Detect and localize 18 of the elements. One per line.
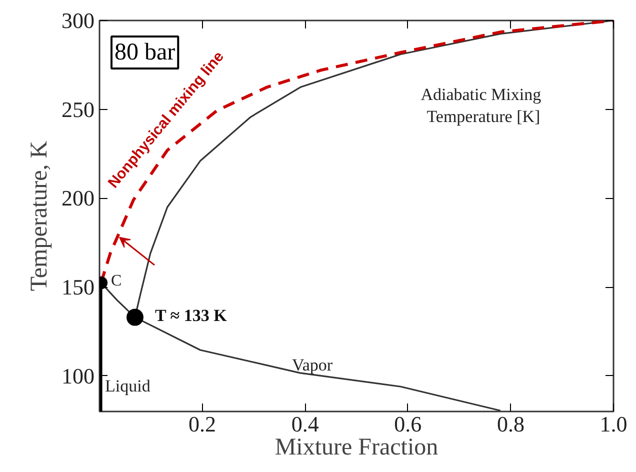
annotation: Liquid — [105, 376, 151, 396]
y-tick-label: 250 — [62, 96, 94, 122]
y-tick-label: 100 — [62, 363, 94, 388]
x-axis-title: Mixture Fraction — [274, 434, 438, 460]
y-tick-label: 300 — [62, 8, 94, 33]
x-tick-label: 0.8 — [496, 412, 524, 436]
annotation: Adiabatic Mixing Temperature [K] — [420, 84, 542, 126]
y-tick-label: 150 — [62, 274, 94, 300]
annotation: 80 bar — [114, 40, 176, 66]
y-tick-label: 200 — [62, 186, 94, 211]
x-tick-label: 0.6 — [394, 412, 422, 436]
y-axis-title: Temperature, K — [26, 140, 52, 292]
annotation: Vapor — [292, 355, 333, 374]
x-tick-label: 0.4 — [291, 412, 319, 436]
annotation: T ≈ 133 K — [154, 306, 228, 325]
annotation: C — [111, 272, 122, 290]
x-tick-label: 1.0 — [600, 412, 628, 436]
x-tick-label: 0.2 — [188, 412, 216, 436]
